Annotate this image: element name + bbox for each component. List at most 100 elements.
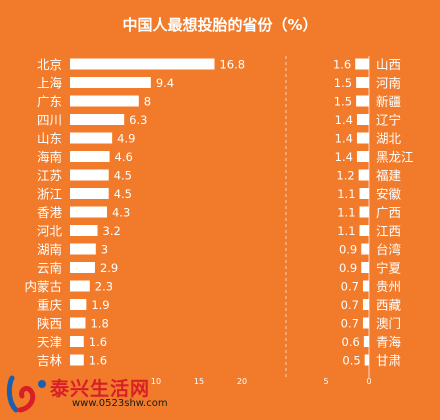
right-bar: [362, 280, 369, 292]
right-x-tick-label: 5: [323, 377, 328, 386]
right-category-label: 台湾: [376, 242, 401, 257]
right-value-label: 1.1: [337, 187, 355, 201]
left-bar: [70, 280, 90, 292]
left-value-label: 4.3: [112, 206, 130, 220]
right-category-label: 湖北: [376, 131, 402, 146]
left-bar: [70, 95, 139, 107]
right-bar: [362, 299, 369, 310]
right-value-label: 1.4: [335, 132, 353, 146]
left-bar: [70, 317, 86, 329]
right-category-label: 宁夏: [376, 261, 402, 276]
left-bar: [70, 299, 87, 310]
left-value-label: 3.2: [103, 224, 121, 238]
right-category-label: 甘肃: [376, 353, 401, 368]
left-value-label: 16.8: [219, 58, 245, 72]
left-value-label: 4.5: [114, 187, 132, 201]
right-bar: [356, 114, 369, 125]
left-bar: [70, 243, 96, 255]
right-value-label: 0.7: [341, 317, 359, 331]
left-category-label: 陕西: [37, 316, 62, 331]
left-value-label: 1.6: [89, 335, 107, 349]
right-bar: [359, 225, 369, 236]
left-category-label: 河北: [37, 224, 63, 239]
right-value-label: 1.1: [337, 224, 355, 238]
left-value-label: 4.6: [115, 150, 133, 164]
right-bar: [355, 58, 369, 70]
right-bar: [364, 354, 369, 366]
right-category-label: 河南: [376, 76, 401, 91]
left-value-label: 6.3: [129, 113, 147, 127]
right-value-label: 1.4: [335, 150, 353, 164]
right-bar: [361, 243, 369, 255]
left-category-label: 香港: [37, 205, 63, 220]
left-value-label: 4.5: [114, 169, 132, 183]
right-bar: [358, 169, 369, 181]
left-bar: [70, 262, 95, 273]
left-bar: [70, 206, 107, 218]
right-value-label: 1.6: [333, 58, 351, 72]
left-value-label: 3: [101, 243, 108, 257]
left-category-label: 北京: [37, 57, 62, 72]
left-category-label: 江苏: [37, 168, 62, 183]
right-category-label: 江西: [376, 224, 401, 239]
left-x-tick-label: 15: [194, 377, 204, 386]
right-category-label: 辽宁: [376, 113, 401, 128]
left-category-label: 四川: [37, 113, 62, 128]
right-category-label: 山西: [376, 57, 401, 72]
right-x-tick-label: 0: [366, 377, 371, 386]
watermark-brand: 泰兴生活网: [50, 378, 151, 400]
right-bar: [362, 317, 369, 329]
right-category-label: 贵州: [376, 279, 401, 294]
left-bar: [70, 77, 151, 88]
right-value-label: 1.2: [336, 169, 354, 183]
right-bar: [359, 188, 369, 199]
right-category-label: 广西: [376, 205, 401, 220]
right-value-label: 0.9: [339, 261, 357, 275]
right-value-label: 0.5: [342, 354, 360, 368]
left-bar: [70, 169, 109, 181]
left-category-label: 吉林: [37, 353, 63, 368]
right-bar: [356, 95, 369, 107]
left-category-label: 广东: [37, 94, 62, 109]
left-category-label: 湖南: [37, 242, 62, 257]
left-value-label: 2.3: [95, 280, 113, 294]
right-value-label: 0.6: [342, 335, 360, 349]
right-value-label: 0.9: [339, 243, 357, 257]
left-bar: [70, 354, 84, 366]
right-value-label: 1.5: [334, 95, 352, 109]
left-value-label: 8: [144, 95, 151, 109]
right-bar: [356, 132, 369, 144]
right-value-label: 1.1: [337, 206, 355, 220]
left-x-tick-label: 20: [237, 377, 247, 386]
left-bar: [70, 151, 110, 162]
left-value-label: 4.9: [117, 132, 135, 146]
left-value-label: 1.8: [90, 317, 108, 331]
chart-title: 中国人最想投胎的省份（%）: [122, 16, 318, 34]
left-bar: [70, 336, 84, 347]
left-category-label: 天津: [37, 335, 62, 350]
left-bar: [70, 188, 109, 199]
right-value-label: 0.7: [341, 280, 359, 294]
left-category-label: 山东: [37, 131, 62, 146]
site-watermark: 泰兴生活网 www.0523shw.com: [6, 372, 181, 416]
right-category-label: 福建: [376, 168, 402, 183]
left-bar: [70, 58, 215, 70]
right-category-label: 西藏: [376, 298, 402, 313]
right-category-label: 安徽: [376, 187, 402, 202]
left-bar: [70, 132, 113, 144]
right-category-label: 青海: [376, 335, 402, 350]
left-category-label: 海南: [37, 150, 62, 165]
right-value-label: 1.4: [335, 113, 353, 127]
left-value-label: 1.6: [89, 354, 107, 368]
right-value-label: 1.5: [334, 76, 352, 90]
left-value-label: 9.4: [156, 76, 174, 90]
left-bar: [70, 114, 125, 125]
left-category-label: 内蒙古: [24, 279, 62, 294]
left-category-label: 云南: [37, 261, 62, 276]
left-value-label: 2.9: [100, 261, 118, 275]
left-value-label: 1.9: [91, 298, 109, 312]
right-category-label: 澳门: [376, 316, 401, 331]
right-bar: [361, 262, 369, 273]
